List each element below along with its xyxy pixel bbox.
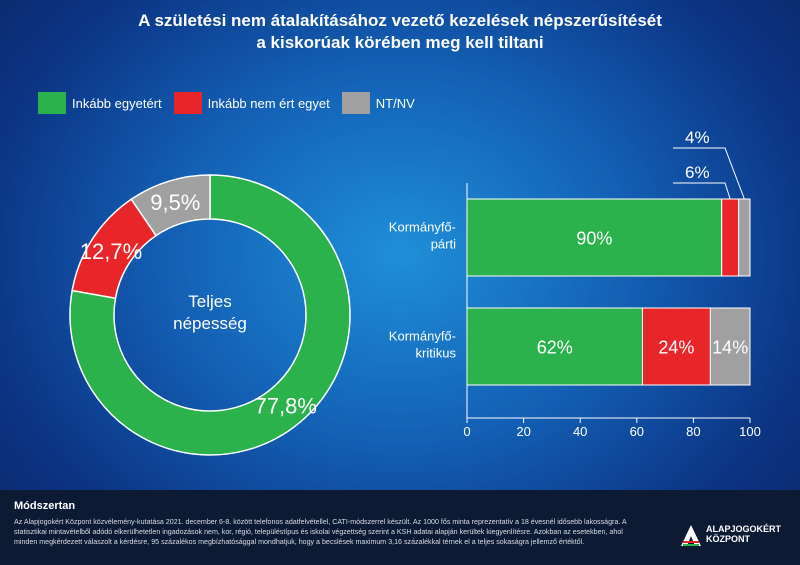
legend-item-agree: Inkább egyetért: [38, 92, 162, 114]
title-line-1: A születési nem átalakításához vezető ke…: [138, 11, 662, 30]
legend-label-agree: Inkább egyetért: [72, 95, 162, 111]
x-tick-label: 60: [630, 424, 644, 439]
legend-item-no-answer: NT/NV: [341, 92, 415, 114]
legend: Inkább egyetért Inkább nem ért egyet NT/…: [38, 92, 427, 114]
legend-label-disagree: Inkább nem ért egyet: [207, 95, 330, 111]
chart-canvas: 77,8% 12,7% 9,5% Teljes népesség 0 20 40 60 80 100…: [69, 128, 761, 456]
legend-label-no-answer: NT/NV: [375, 95, 415, 111]
chart-title: A születési nem átalakításához vezető ke…: [0, 10, 800, 54]
methodology-footer: Módszertan Az Alapjogokért Központ közvé…: [0, 490, 800, 565]
donut-label-inkabb-egyetert: 77,8%: [255, 393, 317, 418]
legend-swatch-agree: [38, 92, 66, 114]
bar-segment-inkabb-nem-ert-egyet: [641, 307, 711, 386]
logo-emblem-icon: [681, 525, 701, 546]
donut-slice-inkabb-egyetert: [69, 174, 351, 456]
category-label: párti: [431, 237, 456, 252]
logo-text-line-2: KÖZPONT: [706, 534, 750, 544]
bar-value-label: 90%: [576, 229, 612, 249]
category-label: kritikus: [416, 346, 457, 361]
methodology-heading: Módszertan: [14, 500, 76, 512]
x-tick-label: 100: [739, 424, 761, 439]
x-tick-label: 80: [686, 424, 700, 439]
organization-logo: ALAPJOGOKÉRT KÖZPONT: [680, 524, 781, 553]
callout-line: [673, 182, 731, 200]
x-tick-label: 20: [516, 424, 530, 439]
legend-item-disagree: Inkább nem ért egyet: [173, 92, 330, 114]
bar-value-label: 24%: [658, 338, 694, 358]
logo-text: ALAPJOGOKÉRT KÖZPONT: [706, 524, 781, 544]
bar-segment-inkabb-egyetert: [466, 307, 643, 386]
donut-center-label: népesség: [173, 314, 247, 333]
bar-value-label: 14%: [712, 338, 748, 358]
donut-slice-nt-nv: [130, 174, 211, 237]
category-label: Kormányfő-: [389, 220, 456, 235]
callout-line: [673, 147, 745, 200]
title-line-2: a kiskorúak körében meg kell tiltani: [256, 33, 544, 52]
bar-segment-inkabb-nem-ert-egyet: [721, 198, 740, 277]
bar-segment-nt-nv: [738, 198, 751, 277]
x-tick-label: 0: [463, 424, 470, 439]
donut-center-label: Teljes: [188, 292, 231, 311]
donut-label-inkabb-nem-ert-egyet: 12,7%: [80, 239, 142, 264]
bar-segment-inkabb-egyetert: [466, 198, 723, 277]
legend-swatch-disagree: [173, 92, 202, 114]
bar-segment-nt-nv: [709, 307, 751, 386]
bar-value-label: 62%: [537, 338, 573, 358]
bar-value-label: 6%: [685, 163, 710, 182]
bar-value-label: 4%: [685, 128, 710, 147]
logo-text-line-1: ALAPJOGOKÉRT: [706, 524, 782, 534]
methodology-text: Az Alapjogokért Központ közvélemény-kuta…: [14, 518, 627, 546]
legend-swatch-no-answer: [341, 92, 370, 114]
donut-label-nt-nv: 9,5%: [150, 190, 200, 215]
x-tick-label: 40: [573, 424, 587, 439]
category-label: Kormányfő-: [389, 329, 456, 344]
